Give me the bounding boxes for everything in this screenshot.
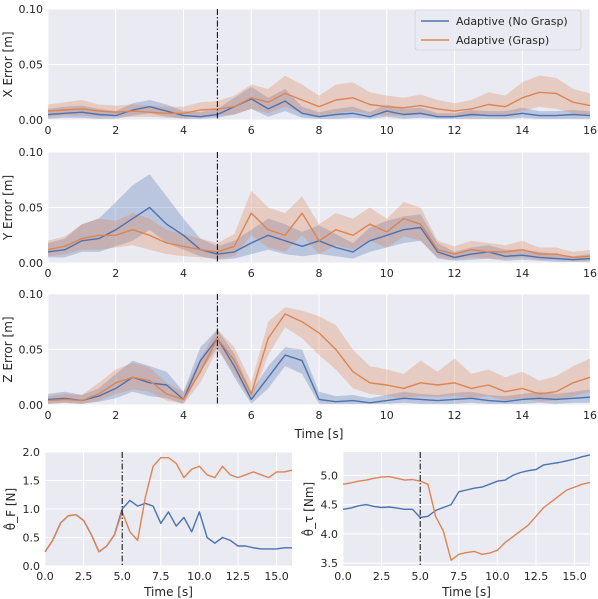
x-tick-label: 12	[448, 267, 462, 280]
x-tick-label: 14	[515, 267, 529, 280]
x-tick-label: 12.5	[524, 570, 549, 583]
x-tick-label: 15.0	[562, 570, 587, 583]
plot-area	[343, 452, 590, 566]
y-tick-label: 0.00	[19, 114, 44, 127]
y-axis-label: Z Error [m]	[1, 316, 15, 382]
confidence-band-grasp	[48, 307, 590, 404]
x-tick-label: 6	[248, 124, 255, 137]
x-tick-label: 4	[180, 267, 187, 280]
y-tick-label: 1.0	[23, 503, 41, 516]
y-tick-label: 4.5	[321, 499, 339, 512]
x-tick-label: 0	[45, 409, 52, 422]
y-tick-label: 3.5	[321, 557, 339, 570]
x-tick-label: 14	[515, 409, 529, 422]
x-tick-label: 10.0	[187, 570, 212, 583]
x-tick-label: 10.0	[485, 570, 510, 583]
x-axis-label: Time [s]	[294, 427, 344, 441]
y-tick-label: 0.10	[19, 288, 44, 301]
y-tick-label: 0.10	[19, 3, 44, 16]
x-tick-label: 0.0	[36, 570, 54, 583]
confidence-band-grasp	[48, 75, 590, 118]
y-tick-label: 5.0	[321, 469, 339, 482]
x-tick-label: 8	[316, 267, 323, 280]
y-error-panel: 0 2 4 6 8 10 12 14 16 0.00 0.05 0.10 Y Error [m]	[1, 146, 597, 280]
x-tick-label: 2.5	[373, 570, 391, 583]
x-tick-label: 6	[248, 267, 255, 280]
y-tick-label: 0.05	[19, 344, 44, 357]
y-tick-label: 4.0	[321, 528, 339, 541]
y-tick-label: 0.10	[19, 146, 44, 159]
y-tick-label: 0.05	[19, 59, 44, 72]
x-axis-label: Time [s]	[143, 585, 193, 599]
series-line-grasp	[47, 313, 591, 402]
x-tick-label: 5.0	[411, 570, 429, 583]
y-tick-label: 0.05	[19, 202, 44, 215]
x-tick-label: 15.0	[264, 570, 289, 583]
series-line-grasp	[47, 212, 591, 259]
legend: Adaptive (No Grasp) Adaptive (Grasp)	[414, 9, 582, 51]
x-tick-label: 10	[380, 267, 394, 280]
x-tick-label: 4	[180, 124, 187, 137]
theta-f-panel: 0.0 2.5 5.0 7.5 10.0 12.5 15.0 0.0 0.5 1.0 1.5 2.0 θ…	[2, 446, 293, 599]
x-tick-label: 8	[316, 124, 323, 137]
y-tick-label: 0.00	[19, 257, 44, 270]
x-tick-label: 0	[45, 124, 52, 137]
x-tick-label: 7.5	[450, 570, 468, 583]
z-error-panel: 0 2 4 6 8 10 12 14 16 0.00 0.05 0.10 Z Error [m] Time…	[1, 288, 597, 441]
x-tick-label: 7.5	[152, 570, 170, 583]
x-tick-label: 10	[380, 124, 394, 137]
series-line-no-grasp	[47, 337, 591, 404]
series-line-no-grasp	[342, 454, 591, 519]
confidence-band-no-grasp	[48, 174, 590, 262]
legend-box	[414, 9, 582, 51]
x-tick-label: 16	[583, 409, 597, 422]
confidence-band-grasp	[48, 190, 590, 261]
x-tick-label: 14	[515, 124, 529, 137]
x-tick-label: 2.5	[75, 570, 93, 583]
x-tick-label: 0	[45, 267, 52, 280]
y-tick-label: 1.5	[23, 475, 41, 488]
series-line-no-grasp	[47, 98, 591, 118]
series-line-grasp	[44, 457, 293, 553]
y-axis-label: θ̂_τ [Nm]	[300, 482, 316, 536]
x-tick-label: 12	[448, 409, 462, 422]
series-line-grasp	[342, 475, 591, 561]
y-tick-label: 0.0	[23, 560, 41, 573]
x-tick-label: 4	[180, 409, 187, 422]
y-tick-label: 0.00	[19, 399, 44, 412]
legend-label-grasp: Adaptive (Grasp)	[456, 34, 549, 47]
y-axis-label: θ̂_F [N]	[2, 488, 18, 530]
x-tick-label: 12	[448, 124, 462, 137]
x-tick-label: 16	[583, 267, 597, 280]
y-tick-label: 2.0	[23, 446, 41, 459]
legend-label-no-grasp: Adaptive (No Grasp)	[456, 15, 568, 28]
x-tick-label: 16	[583, 124, 597, 137]
x-tick-label: 8	[316, 409, 323, 422]
x-tick-label: 12.5	[226, 570, 251, 583]
y-axis-label: X Error [m]	[1, 31, 15, 97]
x-tick-label: 0.0	[334, 570, 352, 583]
theta-tau-panel: 0.0 2.5 5.0 7.5 10.0 12.5 15.0 3.5 4.0 4.5 5.0 θ̂_τ…	[300, 452, 591, 599]
x-tick-label: 2	[112, 267, 119, 280]
x-axis-label: Time [s]	[441, 585, 491, 599]
confidence-band-no-grasp	[48, 329, 590, 404]
y-tick-label: 0.5	[23, 532, 41, 545]
x-tick-label: 2	[112, 409, 119, 422]
x-tick-label: 6	[248, 409, 255, 422]
x-tick-label: 10	[380, 409, 394, 422]
series-line-grasp	[47, 91, 591, 115]
x-tick-label: 2	[112, 124, 119, 137]
x-tick-label: 5.0	[113, 570, 131, 583]
y-axis-label: Y Error [m]	[1, 175, 15, 241]
